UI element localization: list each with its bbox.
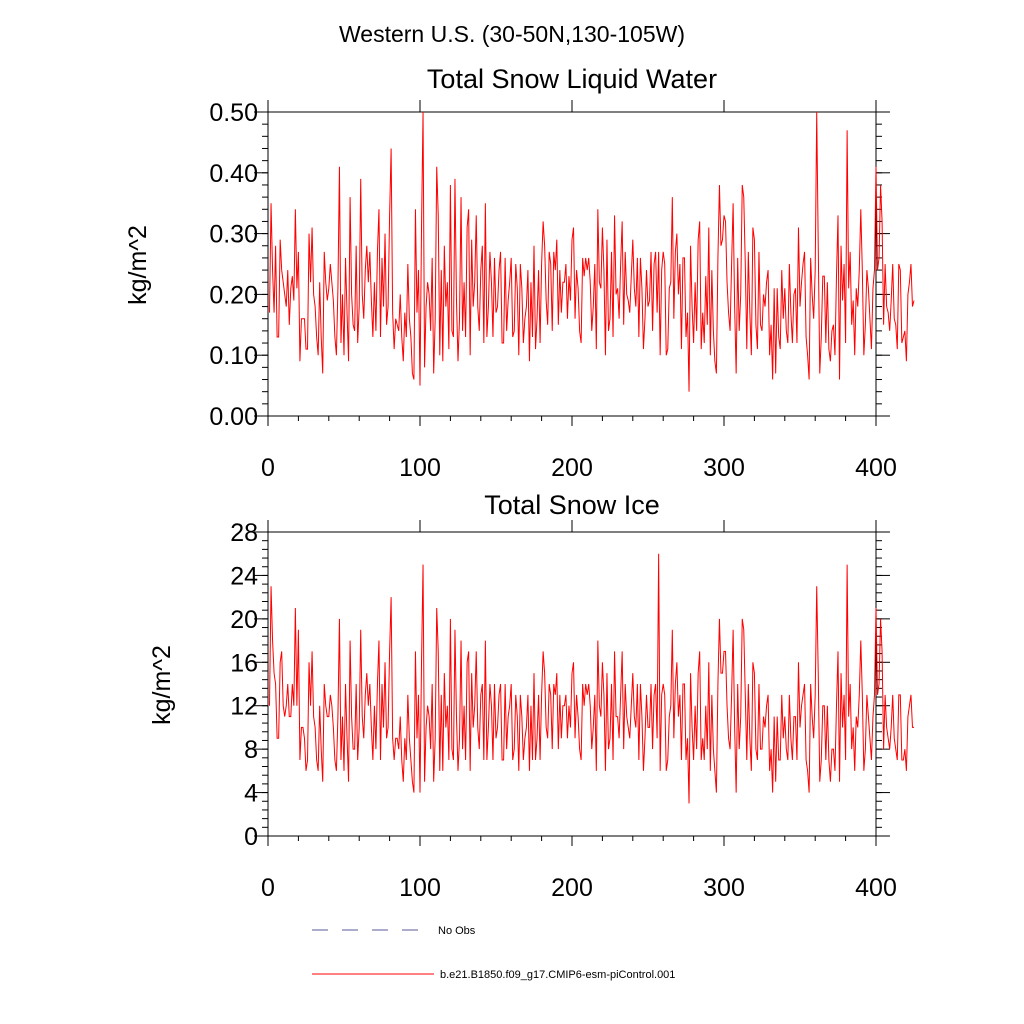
y-tick-label: 0.00 bbox=[209, 403, 258, 431]
y-tick-label: 0.30 bbox=[209, 221, 258, 249]
chart-title: Total Snow Liquid Water bbox=[427, 64, 717, 94]
axis-ticks: 0 100 200 300 400 0.00 0.10 0.20 0.30 0.40 0.50 bbox=[209, 99, 897, 482]
panel-snow-ice: Total Snow Ice kg/m^2 0 100 200 300 400 0 4 8 12… bbox=[148, 490, 914, 902]
y-tick-label: 24 bbox=[230, 562, 258, 590]
y-tick-label: 16 bbox=[230, 649, 258, 677]
plot-frame bbox=[267, 111, 877, 417]
legend-label-model: b.e21.B1850.f09_g17.CMIP6-esm-piControl.… bbox=[440, 969, 675, 981]
y-axis-label: kg/m^2 bbox=[124, 225, 152, 305]
y-tick-label: 0.40 bbox=[209, 160, 258, 188]
series-group bbox=[269, 111, 915, 392]
x-tick-label: 100 bbox=[399, 454, 441, 482]
x-tick-label: 0 bbox=[261, 454, 275, 482]
x-tick-label: 400 bbox=[855, 454, 897, 482]
y-tick-label: 12 bbox=[230, 693, 258, 721]
chart-title: Total Snow Ice bbox=[484, 490, 660, 520]
y-tick-label: 28 bbox=[230, 519, 258, 547]
x-tick-label: 400 bbox=[855, 874, 897, 902]
legend: No Obs b.e21.B1850.f09_g17.CMIP6-esm-piC… bbox=[312, 925, 675, 981]
y-tick-label: 0.20 bbox=[209, 281, 258, 309]
panel-snow-liquid-water: Total Snow Liquid Water kg/m^2 0 100 200 30… bbox=[124, 64, 915, 482]
y-tick-label: 4 bbox=[244, 780, 258, 808]
series-line bbox=[269, 111, 915, 392]
x-tick-label: 200 bbox=[551, 874, 593, 902]
y-tick-label: 0.10 bbox=[209, 342, 258, 370]
series-line bbox=[269, 553, 914, 804]
legend-label-no-obs: No Obs bbox=[438, 925, 476, 937]
x-tick-label: 100 bbox=[399, 874, 441, 902]
series-group bbox=[269, 553, 914, 804]
axis-ticks: 0 100 200 300 400 0 4 8 12 16 20 24 28 bbox=[230, 519, 897, 902]
y-axis-label: kg/m^2 bbox=[148, 645, 176, 725]
x-tick-label: 300 bbox=[703, 454, 745, 482]
y-tick-label: 20 bbox=[230, 606, 258, 634]
figure-suptitle: Western U.S. (30-50N,130-105W) bbox=[339, 21, 685, 47]
y-tick-label: 8 bbox=[244, 736, 258, 764]
y-tick-label: 0 bbox=[244, 823, 258, 851]
x-tick-label: 200 bbox=[551, 454, 593, 482]
x-tick-label: 0 bbox=[261, 874, 275, 902]
x-tick-label: 300 bbox=[703, 874, 745, 902]
y-tick-label: 0.50 bbox=[209, 99, 258, 127]
